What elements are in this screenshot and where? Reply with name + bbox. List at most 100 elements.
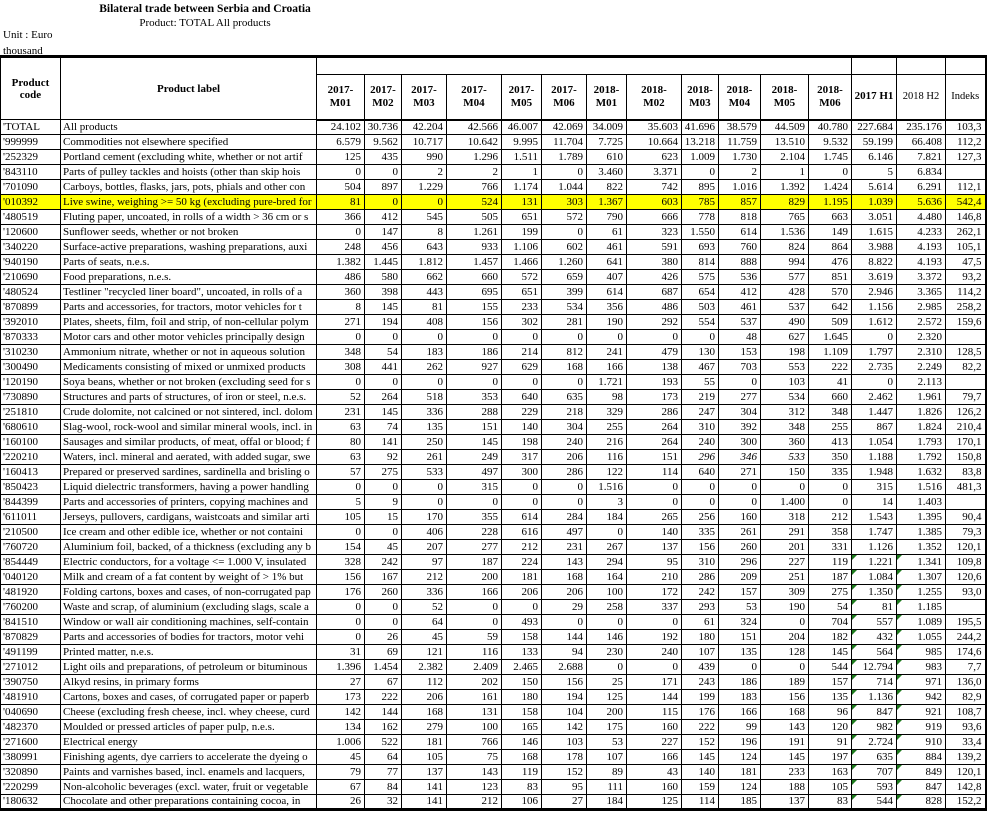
- product-code-cell: '210500: [0, 524, 61, 540]
- h1-spacer-cell: [851, 56, 897, 75]
- month-value-cell: 1.812: [401, 254, 447, 270]
- h2-value-cell: 1.341: [896, 554, 946, 570]
- indeks-value-cell: 258,2: [945, 299, 986, 315]
- month-value-cell: 240: [541, 434, 587, 450]
- h2-value-cell: 1.055: [896, 629, 946, 645]
- month-value-cell: 304: [541, 419, 587, 435]
- h2-value-cell: 1.185: [896, 599, 946, 615]
- month-value-cell: 156: [541, 674, 587, 690]
- month-value-cell: 0: [718, 659, 761, 675]
- h1-value-cell: 227.684: [851, 119, 897, 135]
- month-value-cell: 348: [808, 404, 852, 420]
- indeks-value-cell: 481,3: [945, 479, 986, 495]
- month-value-cell: 11.759: [718, 134, 761, 150]
- product-code-cell: '611011: [0, 509, 61, 525]
- month-value-cell: 156: [316, 569, 365, 585]
- product-code-cell: '040120: [0, 569, 61, 585]
- month-value-cell: 248: [316, 239, 365, 255]
- month-value-cell: 251: [760, 569, 809, 585]
- month-value-cell: 318: [760, 509, 809, 525]
- table-row: '491199 Printed matter, n.e.s. 31 69 121 116 1…: [0, 644, 986, 660]
- month-value-cell: 1.454: [364, 659, 402, 675]
- product-label-cell: Parts of pulley tackles and hoists (othe…: [60, 164, 317, 180]
- table-row: '480519 Fluting paper, uncoated, in rolls…: [0, 209, 986, 225]
- product-code-cell: '854449: [0, 554, 61, 570]
- month-value-cell: 1.106: [501, 239, 542, 255]
- month-value-cell: 0: [626, 479, 682, 495]
- month-value-cell: 441: [364, 359, 402, 375]
- product-code-cell: '482370: [0, 719, 61, 735]
- month-value-cell: 1.261: [446, 224, 502, 240]
- month-value-cell: 3.460: [586, 164, 627, 180]
- product-label-cell: Parts and accessories, for tractors, mot…: [60, 299, 317, 315]
- h2-value-cell: 6.291: [896, 179, 946, 195]
- month-value-cell: 156: [760, 689, 809, 705]
- product-label-cell: Milk and cream of a fat content by weigh…: [60, 569, 317, 585]
- month-value-cell: 614: [586, 284, 627, 300]
- month-value-cell: 603: [626, 194, 682, 210]
- table-row: '271012 Light oils and preparations, of p…: [0, 659, 986, 675]
- month-value-cell: 572: [541, 209, 587, 225]
- h2-value-cell: 1.352: [896, 539, 946, 555]
- col-header-2018-M02: 2018- M02: [626, 74, 682, 121]
- indeks-spacer-cell: [945, 56, 986, 75]
- indeks-value-cell: [945, 494, 986, 510]
- product-code-cell: '120190: [0, 374, 61, 390]
- month-value-cell: 260: [364, 584, 402, 600]
- month-value-cell: 187: [808, 569, 852, 585]
- month-value-cell: 0: [718, 374, 761, 390]
- h1-value-cell: 3.619: [851, 269, 897, 285]
- month-value-cell: 190: [586, 314, 627, 330]
- col-header-2017-M03: 2017- M03: [401, 74, 447, 121]
- month-value-cell: 335: [681, 524, 719, 540]
- month-value-cell: 233: [501, 299, 542, 315]
- month-value-cell: 230: [586, 644, 627, 660]
- month-value-cell: 660: [808, 389, 852, 405]
- product-code-cell: '251810: [0, 404, 61, 420]
- month-value-cell: 851: [808, 269, 852, 285]
- month-value-cell: 0: [501, 374, 542, 390]
- month-value-cell: 660: [446, 269, 502, 285]
- month-value-cell: 0: [541, 164, 587, 180]
- month-value-cell: 168: [541, 359, 587, 375]
- month-value-cell: 114: [626, 464, 682, 480]
- month-value-cell: 55: [681, 374, 719, 390]
- report-header: Bilateral trade between Serbia and Croat…: [0, 2, 410, 30]
- month-value-cell: 337: [626, 599, 682, 615]
- month-value-cell: 218: [541, 404, 587, 420]
- month-value-cell: 140: [501, 419, 542, 435]
- month-value-cell: 1.260: [541, 254, 587, 270]
- month-value-cell: 168: [501, 749, 542, 765]
- month-value-cell: 0: [626, 494, 682, 510]
- product-code-cell: '220210: [0, 449, 61, 465]
- h2-value-cell: 3.365: [896, 284, 946, 300]
- h2-value-cell: 849: [896, 764, 946, 780]
- product-code-cell: '844399: [0, 494, 61, 510]
- h2-value-cell: 2.320: [896, 329, 946, 345]
- month-value-cell: 302: [501, 314, 542, 330]
- month-value-cell: 9.562: [364, 134, 402, 150]
- month-value-cell: 83: [808, 794, 852, 810]
- col-header-2017-M02: 2017- M02: [364, 74, 402, 121]
- month-value-cell: 0: [364, 614, 402, 630]
- indeks-value-cell: 128,5: [945, 344, 986, 360]
- month-value-cell: 24.102: [316, 119, 365, 135]
- product-label-cell: Parts of seats, n.e.s.: [60, 254, 317, 270]
- product-label-cell: Portland cement (excluding white, whethe…: [60, 149, 317, 165]
- indeks-value-cell: 139,2: [945, 749, 986, 765]
- month-value-cell: 2.688: [541, 659, 587, 675]
- month-value-cell: 1.195: [808, 194, 852, 210]
- month-value-cell: 242: [364, 554, 402, 570]
- month-value-cell: 292: [626, 314, 682, 330]
- month-value-cell: 83: [501, 779, 542, 795]
- h2-value-cell: 2.310: [896, 344, 946, 360]
- h1-value-cell: 59.199: [851, 134, 897, 150]
- table-row: '392010 Plates, sheets, film, foil and st…: [0, 314, 986, 330]
- table-row: '870333 Motor cars and other motor vehicl…: [0, 329, 986, 345]
- h2-value-cell: 1.793: [896, 434, 946, 450]
- month-value-cell: 350: [808, 449, 852, 465]
- product-code-cell: '300490: [0, 359, 61, 375]
- month-value-cell: 0: [401, 329, 447, 345]
- month-value-cell: 693: [681, 239, 719, 255]
- month-value-cell: 63: [316, 419, 365, 435]
